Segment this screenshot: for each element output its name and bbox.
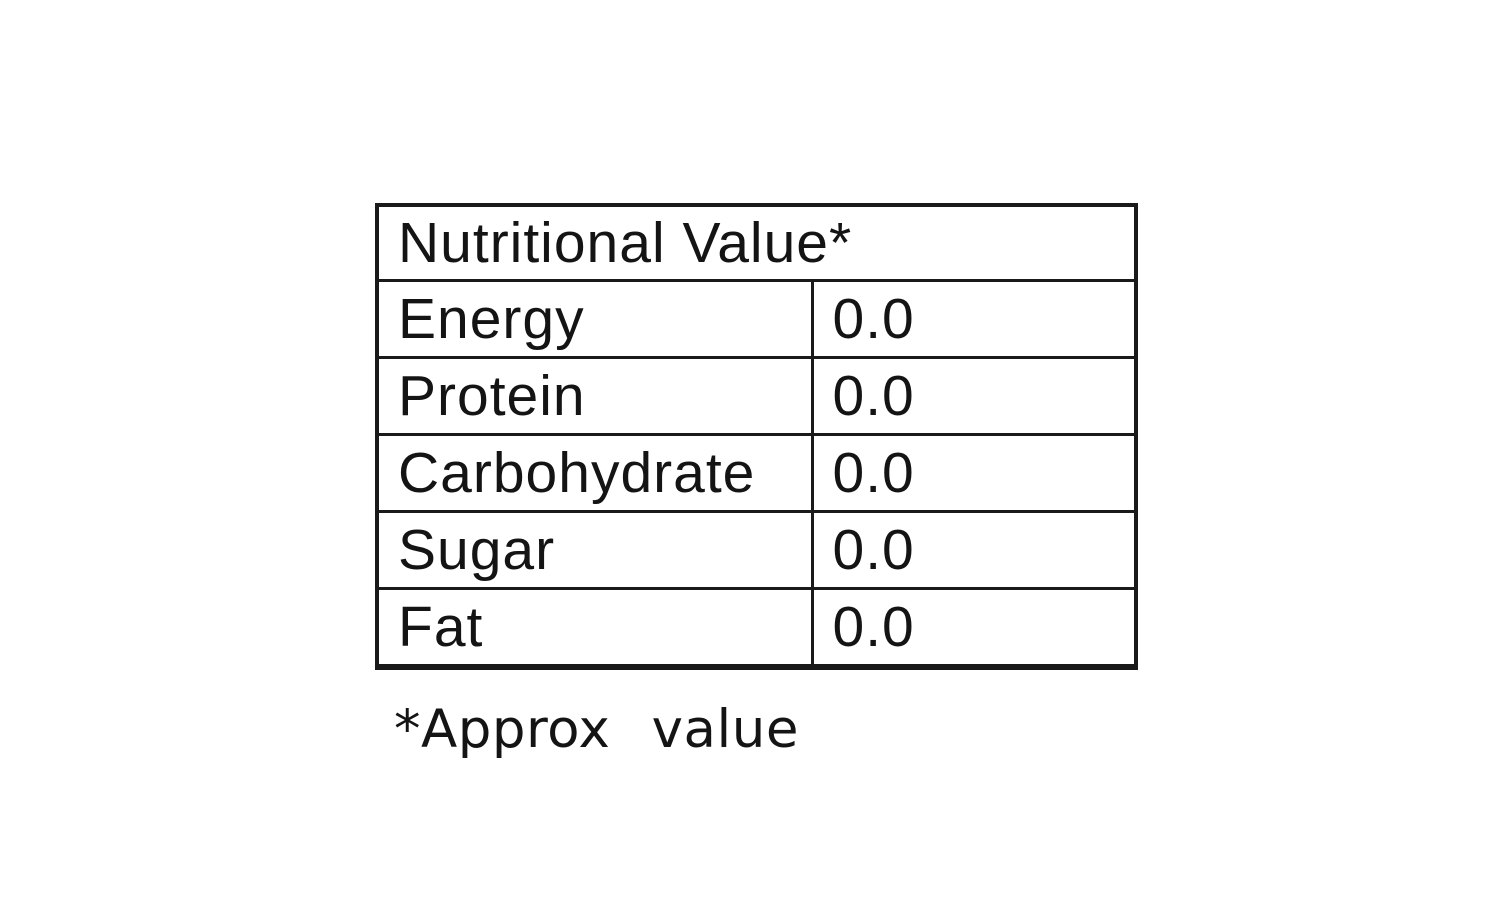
row-label: Protein	[375, 356, 814, 436]
approx-value-footnote: *Approx value	[394, 699, 799, 760]
table-row-carbohydrate: Carbohydrate 0.0	[375, 433, 1138, 513]
row-value: 0.0	[810, 356, 1138, 436]
table-header-row: Nutritional Value*	[375, 203, 1138, 282]
table-title: Nutritional Value*	[375, 203, 1138, 282]
table-row-energy: Energy 0.0	[375, 279, 1138, 359]
row-value: 0.0	[810, 510, 1138, 590]
table-row-fat: Fat 0.0	[375, 587, 1138, 669]
row-value: 0.0	[810, 433, 1138, 513]
row-label: Fat	[375, 587, 814, 669]
row-label: Sugar	[375, 510, 814, 590]
nutrition-table: Nutritional Value* Energy 0.0 Protein 0.…	[375, 203, 1138, 670]
table-row-protein: Protein 0.0	[375, 356, 1138, 436]
row-value: 0.0	[810, 587, 1138, 669]
row-label: Energy	[375, 279, 814, 359]
table-row-sugar: Sugar 0.0	[375, 510, 1138, 590]
row-value: 0.0	[810, 279, 1138, 359]
row-label: Carbohydrate	[375, 433, 814, 513]
